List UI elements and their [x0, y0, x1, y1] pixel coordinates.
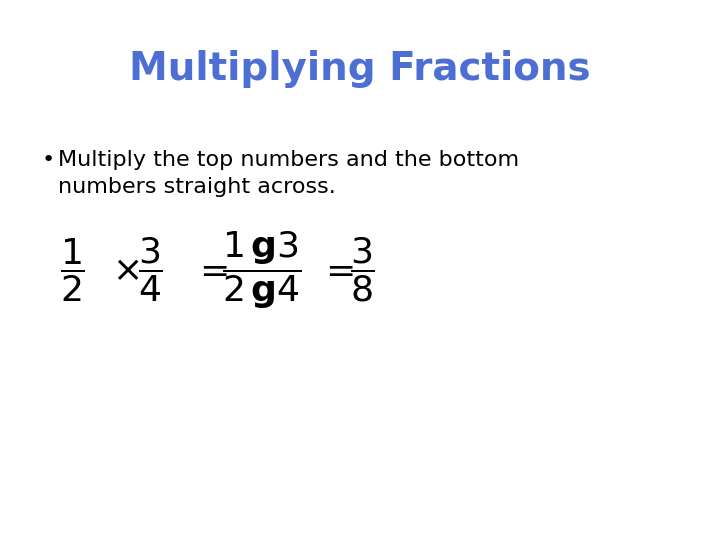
Text: $\times$: $\times$	[112, 253, 140, 287]
Text: $\dfrac{3}{8}$: $\dfrac{3}{8}$	[350, 236, 375, 304]
Text: $=$: $=$	[192, 253, 228, 287]
Text: •: •	[42, 150, 55, 170]
Text: $\dfrac{1\,\mathbf{g}3}{2\,\mathbf{g}4}$: $\dfrac{1\,\mathbf{g}3}{2\,\mathbf{g}4}$	[222, 230, 302, 310]
Text: numbers straight across.: numbers straight across.	[58, 177, 336, 197]
Text: Multiplying Fractions: Multiplying Fractions	[129, 50, 591, 88]
Text: Multiply the top numbers and the bottom: Multiply the top numbers and the bottom	[58, 150, 519, 170]
Text: $=$: $=$	[318, 253, 354, 287]
Text: $\dfrac{1}{2}$: $\dfrac{1}{2}$	[60, 237, 85, 303]
Text: $\dfrac{3}{4}$: $\dfrac{3}{4}$	[138, 236, 163, 304]
